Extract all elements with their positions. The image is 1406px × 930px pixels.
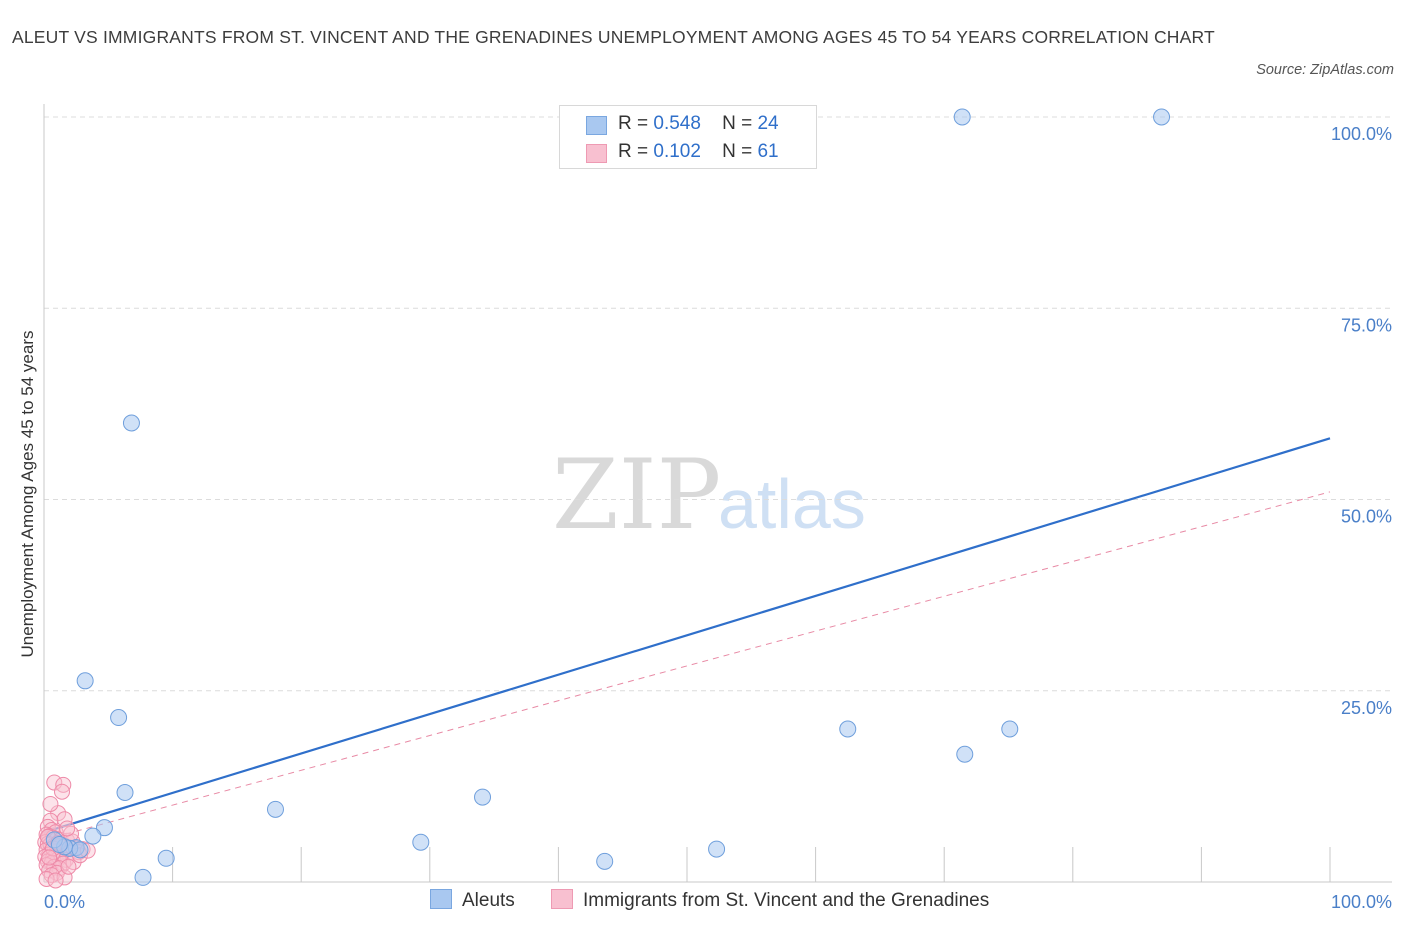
r-label: R = bbox=[618, 113, 649, 134]
legend-stats-immigrants: R = 0.102 N = 61 bbox=[618, 141, 779, 163]
aleut-point bbox=[596, 852, 614, 870]
y-tick-label: 25.0% bbox=[1341, 698, 1392, 718]
immigrant-point bbox=[60, 858, 77, 875]
aleut-point bbox=[71, 841, 89, 859]
bottom-legend-aleuts: Aleuts bbox=[430, 889, 515, 912]
chart-title: ALEUT VS IMMIGRANTS FROM ST. VINCENT AND… bbox=[12, 27, 1215, 47]
bottom-legend-label-aleuts: Aleuts bbox=[462, 890, 515, 911]
aleut-point bbox=[839, 720, 857, 738]
n-label: N = bbox=[722, 113, 753, 134]
y-tick-label: 50.0% bbox=[1341, 507, 1392, 527]
aleut-point bbox=[84, 827, 102, 845]
grid-lines bbox=[44, 116, 1392, 692]
r-label: R = bbox=[618, 141, 649, 162]
immigrant-point bbox=[54, 783, 71, 800]
immigrant-point bbox=[55, 776, 72, 793]
tick-labels: 25.0% 50.0% 75.0% 100.0% 0.0% 100.0% bbox=[44, 124, 1392, 912]
axes bbox=[43, 104, 1392, 883]
trend-lines bbox=[43, 437, 1331, 841]
aleut-point bbox=[474, 788, 492, 806]
aleut-point bbox=[157, 849, 175, 867]
aleut-point bbox=[266, 800, 284, 818]
aleut-point bbox=[110, 709, 128, 727]
r-value: 0.548 bbox=[653, 113, 701, 134]
legend-stats-aleuts: R = 0.548 N = 24 bbox=[618, 113, 779, 135]
watermark-zip: ZIP bbox=[552, 439, 721, 551]
immigrant-point bbox=[47, 872, 64, 889]
bottom-legend-swatch-aleuts bbox=[430, 889, 452, 909]
bottom-legend-immigrants: Immigrants from St. Vincent and the Gren… bbox=[551, 889, 989, 912]
immigrant-point bbox=[56, 869, 73, 886]
legend-swatch-aleuts bbox=[586, 116, 607, 135]
legend-swatch-immigrants bbox=[586, 144, 607, 163]
n-value: 24 bbox=[757, 113, 779, 134]
aleut-point bbox=[116, 783, 134, 801]
r-value: 0.102 bbox=[653, 141, 701, 162]
y-tick-label: 100.0% bbox=[1331, 124, 1392, 144]
aleut-point bbox=[50, 836, 68, 854]
data-points bbox=[37, 108, 1171, 889]
aleut-point bbox=[412, 833, 430, 851]
y-tick-label: 75.0% bbox=[1341, 315, 1392, 335]
aleut-point bbox=[134, 868, 152, 886]
stats-legend: R = 0.548 N = 24 R = 0.102 N = 61 bbox=[559, 105, 817, 169]
aleut-point bbox=[708, 840, 726, 858]
source-credit: Source: ZipAtlas.com bbox=[1256, 62, 1394, 78]
aleut-point bbox=[76, 672, 94, 690]
immigrant-point bbox=[56, 811, 73, 828]
immigrant-point bbox=[59, 820, 76, 837]
aleut-point bbox=[956, 745, 974, 763]
aleut-point bbox=[1153, 108, 1171, 126]
n-label: N = bbox=[722, 141, 753, 162]
aleut-point bbox=[1001, 720, 1019, 738]
aleut-trend-line bbox=[43, 437, 1331, 834]
watermark-atlas: atlas bbox=[718, 465, 866, 543]
aleut-point bbox=[953, 108, 971, 126]
immigrant-trend-line bbox=[43, 491, 1331, 841]
bottom-legend-swatch-immigrants bbox=[551, 889, 573, 909]
bottom-legend-label-immigrants: Immigrants from St. Vincent and the Gren… bbox=[583, 890, 990, 911]
x-tick-label: 0.0% bbox=[44, 892, 85, 912]
x-tick-label: 100.0% bbox=[1331, 892, 1392, 912]
immigrant-point bbox=[42, 795, 59, 812]
n-value: 61 bbox=[757, 141, 779, 162]
aleut-point bbox=[95, 819, 113, 837]
immigrant-point bbox=[41, 849, 58, 866]
aleut-point bbox=[122, 414, 140, 432]
